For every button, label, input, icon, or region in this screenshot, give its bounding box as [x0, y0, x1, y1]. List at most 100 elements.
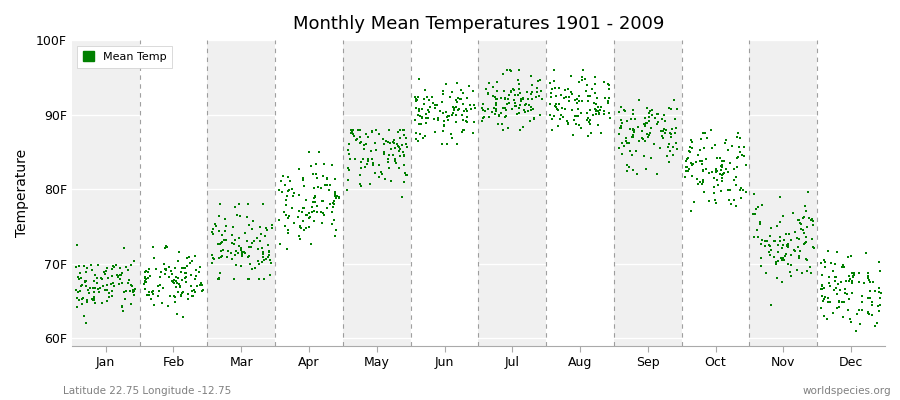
Point [696, 168, 710, 175]
Point [709, 168, 724, 174]
Point [794, 226, 808, 232]
Point [631, 124, 645, 130]
Point [682, 166, 697, 173]
Point [85, 296, 99, 302]
Point [230, 212, 245, 218]
Point [496, 126, 510, 133]
Point [500, 101, 514, 107]
Point [212, 212, 226, 219]
Point [862, 277, 877, 283]
Y-axis label: Temperature: Temperature [15, 149, 29, 237]
Point [245, 240, 259, 246]
Point [626, 126, 640, 133]
Point [617, 142, 632, 149]
Point [569, 113, 583, 120]
Point [186, 287, 201, 293]
Point [516, 96, 530, 102]
Point [594, 130, 608, 137]
Point [295, 176, 310, 183]
Point [571, 106, 585, 112]
Point [316, 210, 330, 216]
Point [292, 223, 307, 230]
Point [235, 250, 249, 257]
Point [507, 96, 521, 103]
Point [685, 145, 699, 151]
Point [861, 270, 876, 276]
Point [814, 293, 829, 300]
Point [663, 148, 678, 154]
Point [562, 97, 576, 104]
Point [531, 78, 545, 85]
Point [818, 258, 832, 265]
Point [505, 106, 519, 112]
Point [123, 282, 138, 288]
Point [307, 184, 321, 191]
Point [475, 118, 490, 124]
Point [154, 269, 168, 275]
Point [444, 131, 458, 137]
Point [845, 280, 859, 286]
Point [112, 271, 127, 278]
Point [316, 198, 330, 205]
Point [77, 278, 92, 284]
Point [80, 299, 94, 305]
Point [524, 73, 538, 79]
Point [618, 135, 633, 141]
Point [796, 241, 811, 248]
Point [680, 164, 695, 170]
Point [551, 123, 565, 130]
Point [653, 145, 668, 151]
Point [168, 294, 183, 300]
Point [100, 265, 114, 271]
Point [491, 79, 505, 86]
Point [413, 130, 428, 137]
Point [780, 242, 795, 248]
Point [72, 276, 86, 282]
Point [631, 97, 645, 103]
Point [638, 123, 652, 130]
Point [179, 255, 194, 261]
Point [220, 237, 234, 243]
Point [776, 255, 790, 262]
Point [696, 130, 710, 137]
Point [185, 293, 200, 299]
Point [343, 156, 357, 162]
Point [212, 270, 227, 276]
Point [510, 111, 525, 118]
Point [582, 92, 597, 99]
Point [178, 264, 193, 271]
Point [397, 162, 411, 168]
Point [307, 208, 321, 214]
Point [95, 283, 110, 290]
Point [684, 208, 698, 215]
Point [346, 133, 361, 139]
Point [265, 222, 279, 228]
Point [383, 178, 398, 184]
Point [584, 130, 598, 137]
Point [687, 199, 701, 205]
Point [175, 276, 189, 283]
Point [169, 274, 184, 280]
Point [397, 153, 411, 159]
Point [651, 119, 665, 125]
Point [98, 286, 112, 293]
Point [158, 245, 172, 251]
Point [400, 144, 414, 150]
Point [73, 270, 87, 276]
Point [127, 291, 141, 298]
Point [504, 68, 518, 74]
Point [792, 253, 806, 259]
Point [755, 237, 770, 243]
Point [777, 236, 791, 243]
Point [684, 136, 698, 143]
Point [79, 320, 94, 326]
Point [160, 244, 175, 250]
Point [126, 289, 140, 296]
Point [75, 281, 89, 288]
Point [737, 144, 751, 150]
Point [831, 280, 845, 287]
Point [71, 274, 86, 280]
Point [814, 286, 829, 292]
Point [426, 100, 440, 106]
Point [455, 128, 470, 135]
